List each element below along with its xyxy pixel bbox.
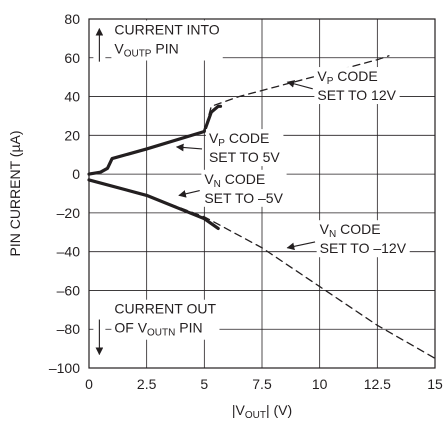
y-tick-label: 60 xyxy=(64,50,80,66)
y-axis-label: PIN CURRENT (µA) xyxy=(7,130,23,256)
x-tick-labels: 0 2.5 5 7.5 10 12.5 15 xyxy=(85,376,443,392)
series-line xyxy=(87,178,220,230)
annotation-line-1: CURRENT OUT xyxy=(114,301,216,317)
annotation-line-1: VP CODE xyxy=(317,68,377,87)
x-tick-label: 0 xyxy=(85,376,93,392)
x-axis-label-sub: OUT xyxy=(245,410,266,421)
x-tick-label: 15 xyxy=(427,376,443,392)
annotation-line-2: SET TO –12V xyxy=(320,240,407,256)
y-tick-labels: –100 –80 –60 –40 –20 0 20 40 60 80 xyxy=(49,11,80,376)
y-tick-label: –80 xyxy=(57,321,81,337)
y-tick-label: 80 xyxy=(64,11,80,27)
series-line xyxy=(87,104,223,176)
x-axis-label-main: |V xyxy=(232,402,246,418)
x-tick-label: 7.5 xyxy=(252,376,272,392)
annotation-line-2: SET TO 12V xyxy=(317,87,396,103)
y-tick-label: –100 xyxy=(49,360,80,376)
annotation-bg xyxy=(111,20,223,61)
x-tick-label: 12.5 xyxy=(364,376,391,392)
annotation-line-2: VOUTP PIN xyxy=(114,41,178,60)
y-tick-label: –20 xyxy=(57,205,81,221)
annotation-into: CURRENT INTO VOUTP PIN xyxy=(111,20,223,61)
annotation-bg xyxy=(111,299,220,340)
y-tick-label: 20 xyxy=(64,127,80,143)
annotation-bg xyxy=(314,67,400,105)
annotation-arrow xyxy=(175,143,203,152)
x-tick-label: 10 xyxy=(312,376,328,392)
x-tick-label: 2.5 xyxy=(137,376,157,392)
y-tick-label: –60 xyxy=(57,282,81,298)
annotation-bg xyxy=(201,169,287,207)
annotation-bg xyxy=(316,220,410,258)
x-tick-label: 5 xyxy=(200,376,208,392)
annotation-line-1: VP CODE xyxy=(209,130,269,149)
x-axis-label: |VOUT| (V) xyxy=(232,402,292,421)
y-tick-label: 0 xyxy=(72,166,80,182)
annotation-arrow xyxy=(286,241,316,251)
annotation-line-1: VN CODE xyxy=(204,171,265,190)
annotation-line-1: VN CODE xyxy=(320,221,381,240)
annotation-line-2: OF VOUTN PIN xyxy=(114,320,202,339)
annotation-line-1: CURRENT INTO xyxy=(114,22,219,38)
annotation-arrow xyxy=(286,80,313,90)
y-tick-label: –40 xyxy=(57,244,81,260)
annotation-out: CURRENT OUT OF VOUTN PIN xyxy=(111,299,220,340)
series-group xyxy=(87,55,436,359)
plot-frame xyxy=(88,18,436,369)
x-axis-label-tail: | (V) xyxy=(266,402,292,418)
annotation-line-2: SET TO –5V xyxy=(204,190,283,206)
annotation-line-2: SET TO 5V xyxy=(209,149,280,165)
annotation-arrow xyxy=(178,190,200,198)
annotation-bg xyxy=(205,129,284,167)
y-tick-label: 40 xyxy=(64,89,80,105)
